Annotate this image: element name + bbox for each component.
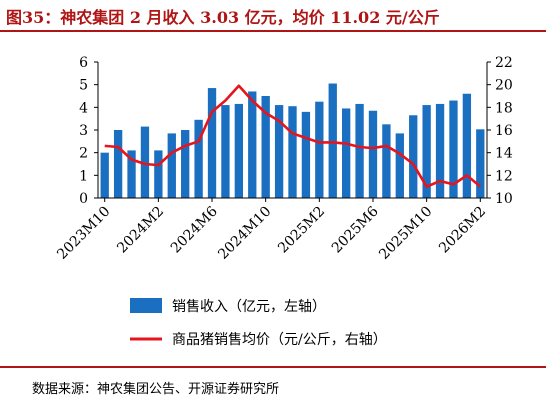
bar xyxy=(449,100,458,198)
bar xyxy=(140,126,150,198)
line-series-price xyxy=(104,84,482,188)
left-tick-label: 1 xyxy=(79,168,88,184)
left-tick-label: 3 xyxy=(79,123,88,139)
bar xyxy=(248,91,257,198)
bar xyxy=(409,115,418,198)
x-tick-label: 2024M10 xyxy=(215,204,274,263)
x-tick-label: 2025M6 xyxy=(329,203,382,256)
bar xyxy=(315,101,324,198)
bar xyxy=(355,103,364,198)
bar xyxy=(194,119,203,198)
bar xyxy=(100,152,109,198)
left-tick-label: 6 xyxy=(79,55,88,71)
legend-label-price: 商品猪销售均价（元/公斤，右轴） xyxy=(172,332,387,348)
x-tick-label: 2024M2 xyxy=(114,204,167,257)
x-tick-label: 2024M6 xyxy=(168,203,221,256)
bar xyxy=(462,93,472,198)
bar xyxy=(221,105,230,198)
left-tick-label: 5 xyxy=(79,78,88,94)
bar xyxy=(261,96,270,198)
bar xyxy=(207,88,217,198)
legend-swatch-revenue xyxy=(130,298,162,313)
right-tick-label: 22 xyxy=(495,55,513,71)
bar xyxy=(328,83,337,198)
bar xyxy=(342,108,351,198)
bar xyxy=(234,103,244,198)
left-tick-label: 2 xyxy=(79,146,88,162)
legend-label-revenue: 销售收入（亿元，左轴） xyxy=(172,299,326,315)
right-tick-label: 12 xyxy=(495,168,513,184)
chart-title: 图35：神农集团 2 月收入 3.03 亿元，均价 11.02 元/公斤 xyxy=(6,8,440,27)
bar xyxy=(274,105,284,198)
bar xyxy=(301,111,311,198)
bar xyxy=(113,130,123,198)
bar xyxy=(127,150,136,198)
right-tick-label: 20 xyxy=(495,78,513,94)
bar xyxy=(476,129,485,198)
price-line xyxy=(104,84,482,188)
bar xyxy=(382,124,391,198)
bar-series-revenue xyxy=(100,83,485,198)
right-tick-label: 10 xyxy=(495,191,513,207)
title-divider xyxy=(0,30,546,32)
bar xyxy=(181,130,190,198)
source-note: 数据来源：神农集团公告、开源证券研究所 xyxy=(32,382,280,397)
bar xyxy=(154,150,163,198)
x-tick-label: 2023M10 xyxy=(54,204,113,263)
bar xyxy=(422,105,431,198)
legend: 销售收入（亿元，左轴） 商品猪销售均价（元/公斤，右轴） xyxy=(130,298,387,348)
source-divider xyxy=(0,366,546,368)
x-tick-label: 2025M10 xyxy=(376,204,435,263)
bar xyxy=(435,103,445,198)
left-tick-label: 4 xyxy=(79,100,88,116)
left-tick-label: 0 xyxy=(79,191,88,207)
bar xyxy=(368,110,378,198)
right-tick-label: 16 xyxy=(495,123,513,139)
right-tick-label: 14 xyxy=(495,146,513,162)
right-tick-label: 18 xyxy=(495,100,513,116)
bar xyxy=(395,133,404,198)
x-tick-label: 2025M2 xyxy=(275,204,328,257)
bar xyxy=(288,106,297,198)
bar xyxy=(167,133,176,198)
x-tick-label: 2026M2 xyxy=(436,204,489,257)
